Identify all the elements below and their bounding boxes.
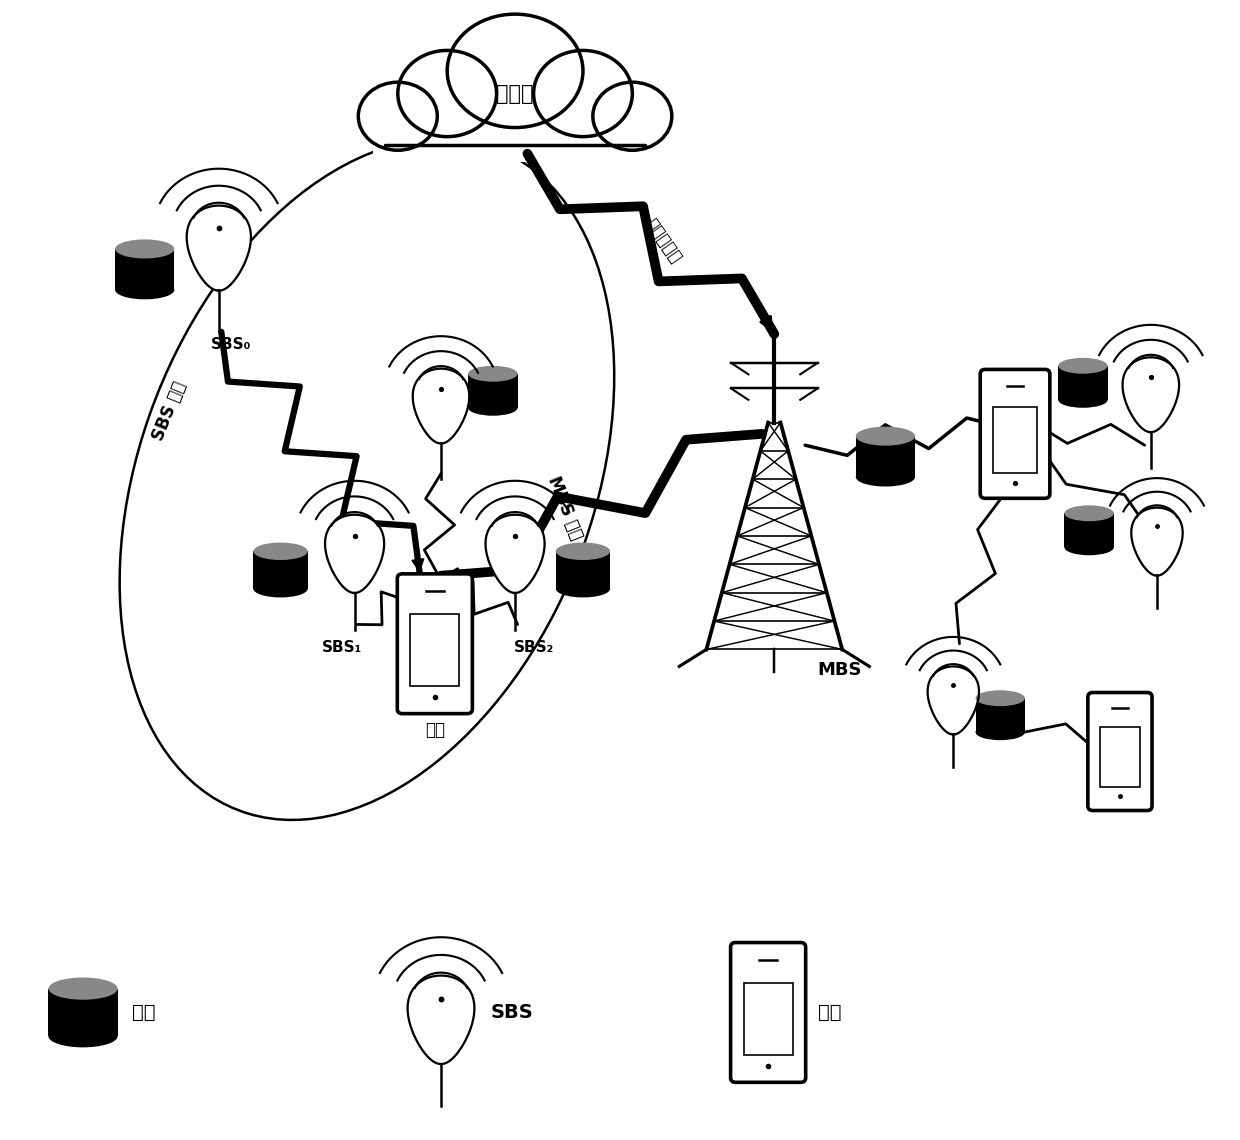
Text: SBS₀: SBS₀ [211, 337, 252, 352]
FancyBboxPatch shape [48, 988, 118, 1036]
Polygon shape [413, 368, 469, 443]
FancyBboxPatch shape [1087, 692, 1152, 811]
Ellipse shape [1058, 392, 1107, 408]
Ellipse shape [253, 580, 308, 597]
Text: 用户: 用户 [425, 720, 445, 739]
Text: 用户: 用户 [817, 1003, 841, 1021]
Ellipse shape [441, 105, 589, 162]
FancyBboxPatch shape [556, 552, 610, 588]
Ellipse shape [1064, 505, 1114, 521]
Ellipse shape [533, 50, 632, 137]
Polygon shape [1131, 507, 1183, 576]
Polygon shape [486, 515, 544, 593]
FancyBboxPatch shape [976, 698, 1025, 732]
Text: 核心网传输: 核心网传输 [641, 215, 684, 267]
FancyBboxPatch shape [253, 552, 308, 588]
FancyBboxPatch shape [373, 116, 657, 162]
Ellipse shape [856, 467, 915, 487]
Ellipse shape [976, 690, 1025, 706]
FancyBboxPatch shape [1064, 513, 1114, 547]
Ellipse shape [358, 82, 438, 150]
FancyBboxPatch shape [744, 983, 792, 1054]
Text: 缓存: 缓存 [133, 1003, 156, 1021]
Ellipse shape [48, 977, 118, 1000]
Polygon shape [187, 205, 250, 291]
Ellipse shape [593, 82, 672, 150]
FancyBboxPatch shape [856, 437, 915, 477]
Ellipse shape [1064, 539, 1114, 555]
FancyBboxPatch shape [1058, 366, 1107, 400]
Text: 核心网: 核心网 [496, 83, 534, 104]
FancyBboxPatch shape [1100, 727, 1141, 787]
FancyBboxPatch shape [115, 249, 175, 290]
Ellipse shape [556, 580, 610, 597]
Ellipse shape [115, 239, 175, 259]
Text: MBS: MBS [817, 661, 862, 678]
Ellipse shape [556, 543, 610, 560]
Ellipse shape [115, 280, 175, 300]
FancyBboxPatch shape [397, 573, 472, 714]
Polygon shape [928, 667, 980, 734]
Ellipse shape [856, 426, 915, 446]
Ellipse shape [253, 543, 308, 560]
Text: SBS: SBS [490, 1003, 533, 1021]
Ellipse shape [469, 400, 517, 416]
Text: SBS₂: SBS₂ [513, 641, 554, 656]
Ellipse shape [469, 366, 517, 382]
Text: SBS 传输: SBS 传输 [149, 378, 190, 443]
Ellipse shape [976, 724, 1025, 740]
FancyBboxPatch shape [469, 374, 517, 408]
Ellipse shape [448, 14, 583, 128]
Ellipse shape [398, 50, 496, 137]
FancyBboxPatch shape [980, 369, 1050, 498]
Ellipse shape [48, 1025, 118, 1048]
FancyBboxPatch shape [992, 407, 1038, 473]
Ellipse shape [1058, 358, 1107, 374]
FancyBboxPatch shape [730, 943, 806, 1082]
Polygon shape [325, 515, 384, 593]
Polygon shape [1122, 357, 1179, 432]
Text: SBS₁: SBS₁ [322, 641, 362, 656]
Text: MBS 传输: MBS 传输 [543, 473, 585, 542]
Polygon shape [408, 976, 475, 1064]
FancyBboxPatch shape [410, 614, 459, 686]
